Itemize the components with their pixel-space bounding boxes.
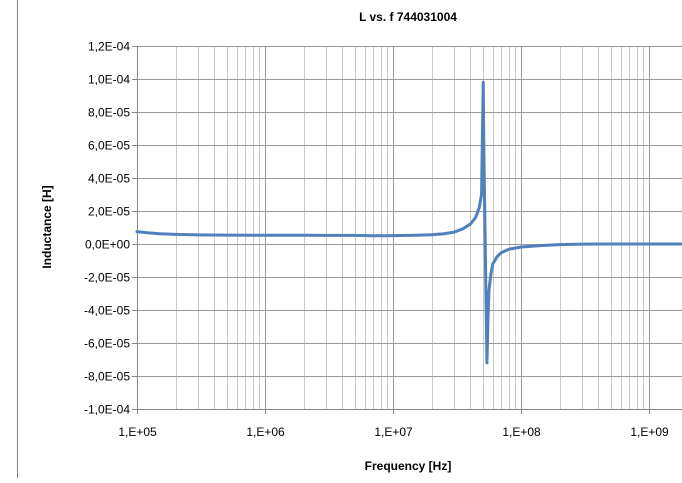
y-tick-label: 0,0E+00 bbox=[85, 238, 130, 252]
y-tick-label: -1,0E-04 bbox=[84, 403, 130, 417]
x-tick-label: 1,E+05 bbox=[118, 425, 157, 439]
x-tick-label: 1,E+09 bbox=[630, 425, 669, 439]
y-axis-title: Inductance [H] bbox=[40, 185, 54, 268]
y-tick-label: -4,0E-05 bbox=[84, 304, 130, 318]
left-border-line bbox=[17, 0, 18, 478]
y-tick-label: 8,0E-05 bbox=[88, 106, 130, 120]
x-tick-label: 1,E+07 bbox=[374, 425, 413, 439]
x-axis-title: Frequency [Hz] bbox=[365, 459, 452, 473]
axes bbox=[132, 46, 682, 414]
grid bbox=[137, 46, 682, 410]
y-tick-label: -2,0E-05 bbox=[84, 271, 130, 285]
chart-title: L vs. f 744031004 bbox=[359, 10, 457, 24]
y-tick-label: 2,0E-05 bbox=[88, 205, 130, 219]
y-tick-label: 6,0E-05 bbox=[88, 139, 130, 153]
y-tick-label: 4,0E-05 bbox=[88, 172, 130, 186]
x-tick-label: 1,E+08 bbox=[502, 425, 541, 439]
y-tick-label: -8,0E-05 bbox=[84, 370, 130, 384]
series bbox=[135, 80, 682, 365]
series-line bbox=[135, 80, 682, 365]
y-tick-label: 1,2E-04 bbox=[88, 40, 130, 54]
x-tick-label: 1,E+06 bbox=[246, 425, 285, 439]
y-tick-label: -6,0E-05 bbox=[84, 337, 130, 351]
labels: L vs. f 744031004 Frequency [Hz] Inducta… bbox=[40, 10, 669, 473]
y-tick-label: 1,0E-04 bbox=[88, 73, 130, 87]
